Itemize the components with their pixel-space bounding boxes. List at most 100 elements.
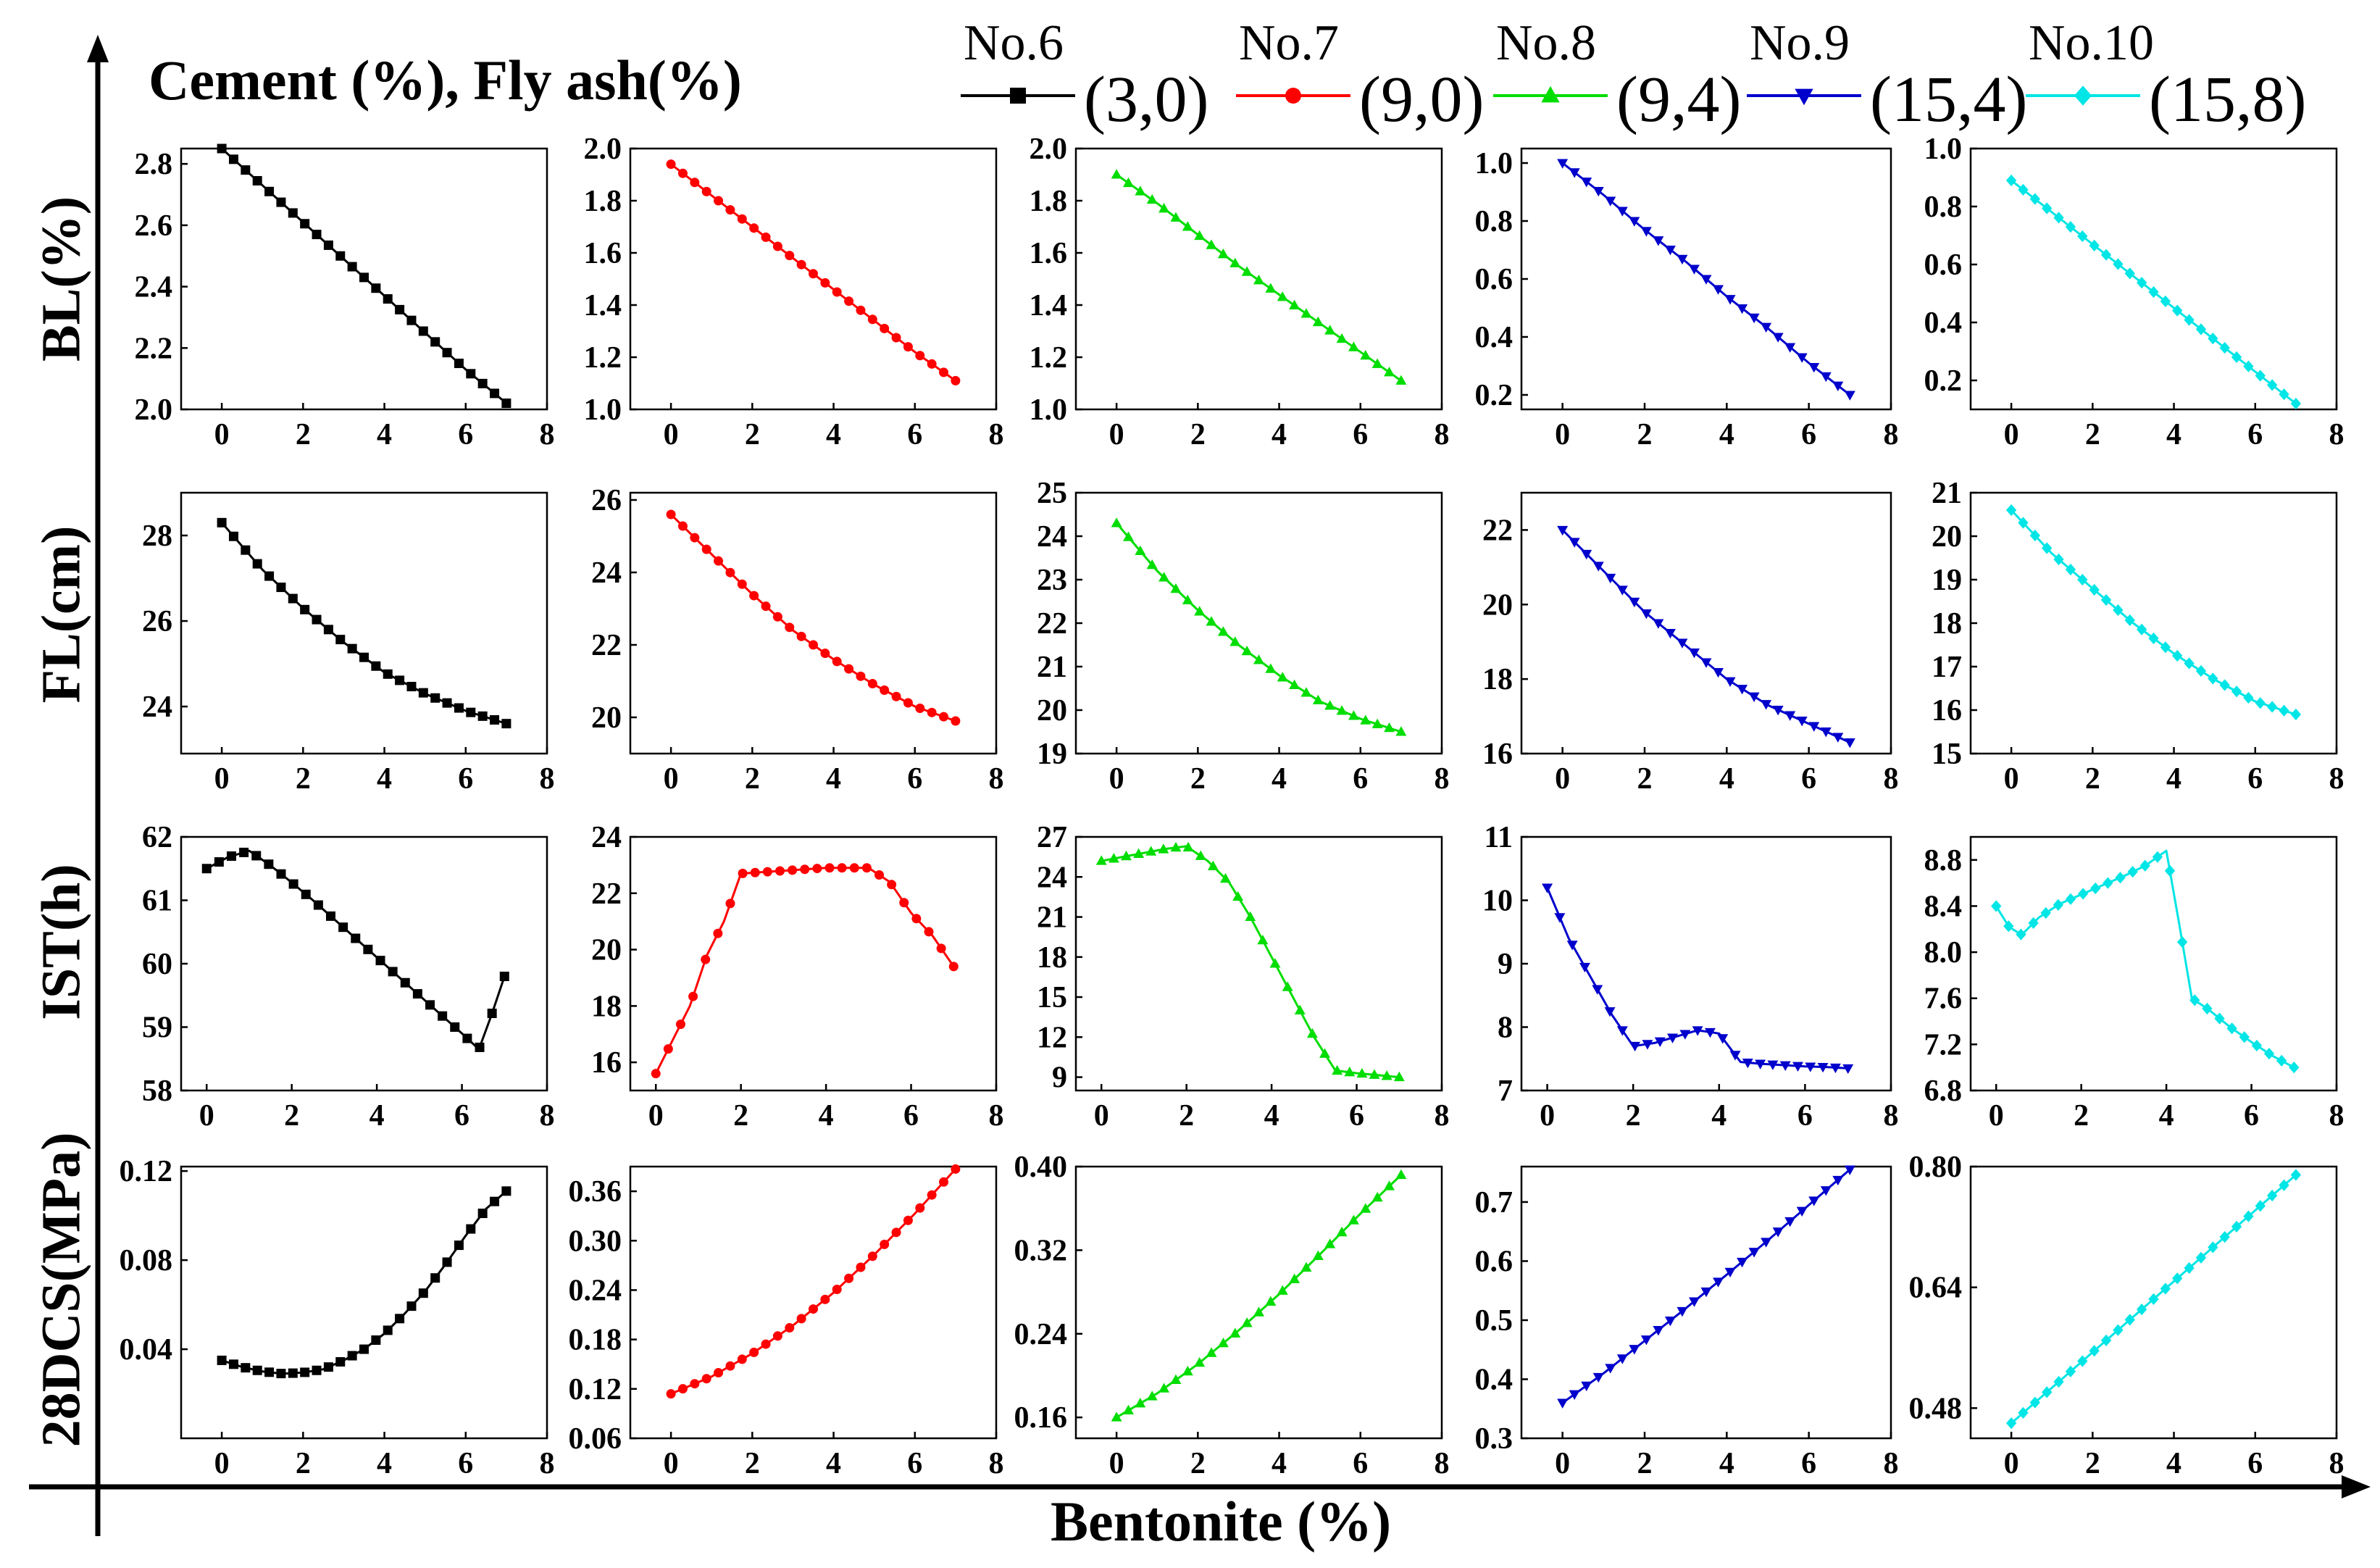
data-point [1277, 672, 1288, 682]
data-point [1232, 891, 1244, 901]
data-point [1146, 193, 1158, 204]
legend-symbol [961, 88, 1075, 104]
x-tick-label: 2 [745, 1447, 760, 1480]
y-tick-label: 1.0 [584, 393, 622, 427]
data-point [785, 1323, 795, 1333]
y-tick-label: 1.8 [1030, 185, 1068, 218]
plot-frame [180, 835, 548, 1092]
data-point [1277, 1285, 1288, 1295]
data-point [1336, 705, 1348, 715]
data-point [241, 545, 251, 555]
y-tick-label: 24 [591, 556, 622, 590]
data-point [395, 1314, 405, 1324]
data-point [737, 214, 747, 224]
y-tick-label: 12 [1037, 1021, 1067, 1054]
y-tick-label: 0.4 [1475, 1363, 1513, 1396]
data-point [1592, 985, 1603, 995]
x-tick-label: 8 [1884, 762, 1899, 796]
subplot-28dcsmpa-no8: 0 2 4 6 8 0.16 0.24 0.32 0.40 [1014, 1151, 1450, 1480]
data-point [714, 556, 724, 566]
data-point [2124, 614, 2135, 627]
data-point [1360, 1203, 1371, 1213]
data-point [1253, 275, 1264, 285]
data-point [832, 1285, 842, 1295]
y-tick-label: 16 [1932, 694, 1962, 727]
y-tick-label: 21 [1037, 901, 1067, 935]
row-label-bl: BL(%) [30, 196, 92, 362]
data-point [400, 977, 410, 988]
subplot-bl-no6: 0 2 4 6 8 2.0 2.2 2.4 2.6 2.8 [135, 143, 555, 451]
data-point [276, 197, 286, 207]
data-point [785, 251, 795, 261]
legend-series-name: No.10 [2029, 15, 2155, 71]
data-point [903, 698, 913, 708]
data-point [675, 1019, 685, 1030]
data-point [1360, 714, 1371, 725]
data-point [1688, 648, 1700, 659]
x-tick-label: 4 [1272, 1447, 1287, 1480]
data-point [1384, 722, 1395, 733]
x-tick-label: 0 [1989, 1099, 2004, 1133]
x-tick-label: 0 [214, 1447, 230, 1480]
data-point [1111, 169, 1122, 179]
data-point [891, 333, 901, 343]
data-point [2290, 397, 2302, 410]
data-point [406, 315, 417, 325]
x-tick-label: 2 [2074, 1099, 2089, 1133]
x-tick-label: 6 [458, 1447, 473, 1480]
data-point [1796, 353, 1808, 363]
y-tick-label: 0.32 [1014, 1234, 1068, 1267]
y-tick-label: 0.24 [1014, 1318, 1068, 1351]
data-point [1772, 1227, 1784, 1238]
data-point [1700, 275, 1712, 285]
data-point [737, 1354, 747, 1364]
x-tick-label: 2 [745, 418, 760, 451]
data-point [856, 671, 866, 681]
data-point [1779, 1061, 1791, 1071]
data-point [323, 1362, 333, 1372]
data-point [466, 369, 476, 379]
legend-series-value: (9,4) [1616, 64, 1742, 135]
data-point [2077, 888, 2089, 900]
data-point [313, 900, 323, 910]
y-tick-label: 2.2 [135, 332, 173, 365]
data-point [1616, 207, 1628, 217]
legend-symbol [1236, 88, 1350, 104]
data-point [1393, 1071, 1405, 1082]
data-point [1748, 1248, 1760, 1258]
data-point [1629, 217, 1640, 227]
data-point [1679, 1030, 1691, 1040]
x-tick-label: 8 [1435, 1099, 1450, 1133]
data-point [1170, 583, 1182, 593]
y-tick-label: 1.0 [1475, 147, 1513, 180]
data-point [666, 1389, 676, 1399]
data-point [2136, 1303, 2147, 1316]
vertical-axis-arrow [87, 35, 109, 62]
x-tick-label: 6 [1801, 418, 1816, 451]
data-point [887, 880, 897, 890]
series-line [654, 867, 955, 1075]
data-point [477, 378, 488, 388]
data-point [1629, 1345, 1640, 1355]
data-point [1796, 1206, 1808, 1217]
data-point [2172, 304, 2183, 317]
data-point [276, 583, 286, 593]
data-point [1713, 1277, 1724, 1288]
x-tick-label: 0 [214, 762, 230, 796]
data-point [1265, 663, 1277, 673]
data-point [927, 359, 937, 369]
x-tick-label: 0 [2004, 1447, 2019, 1480]
y-tick-label: 11 [1484, 821, 1513, 854]
series-line [220, 522, 507, 725]
y-tick-label: 23 [1037, 564, 1067, 597]
x-tick-label: 8 [989, 1447, 1004, 1480]
data-point [1616, 1354, 1628, 1364]
data-point [903, 342, 913, 352]
data-point [1289, 1273, 1300, 1283]
legend-series-value: (15,4) [1870, 64, 2028, 135]
data-point [312, 230, 322, 240]
data-point [430, 1273, 440, 1283]
data-point [1784, 1217, 1796, 1227]
data-point [228, 154, 238, 164]
